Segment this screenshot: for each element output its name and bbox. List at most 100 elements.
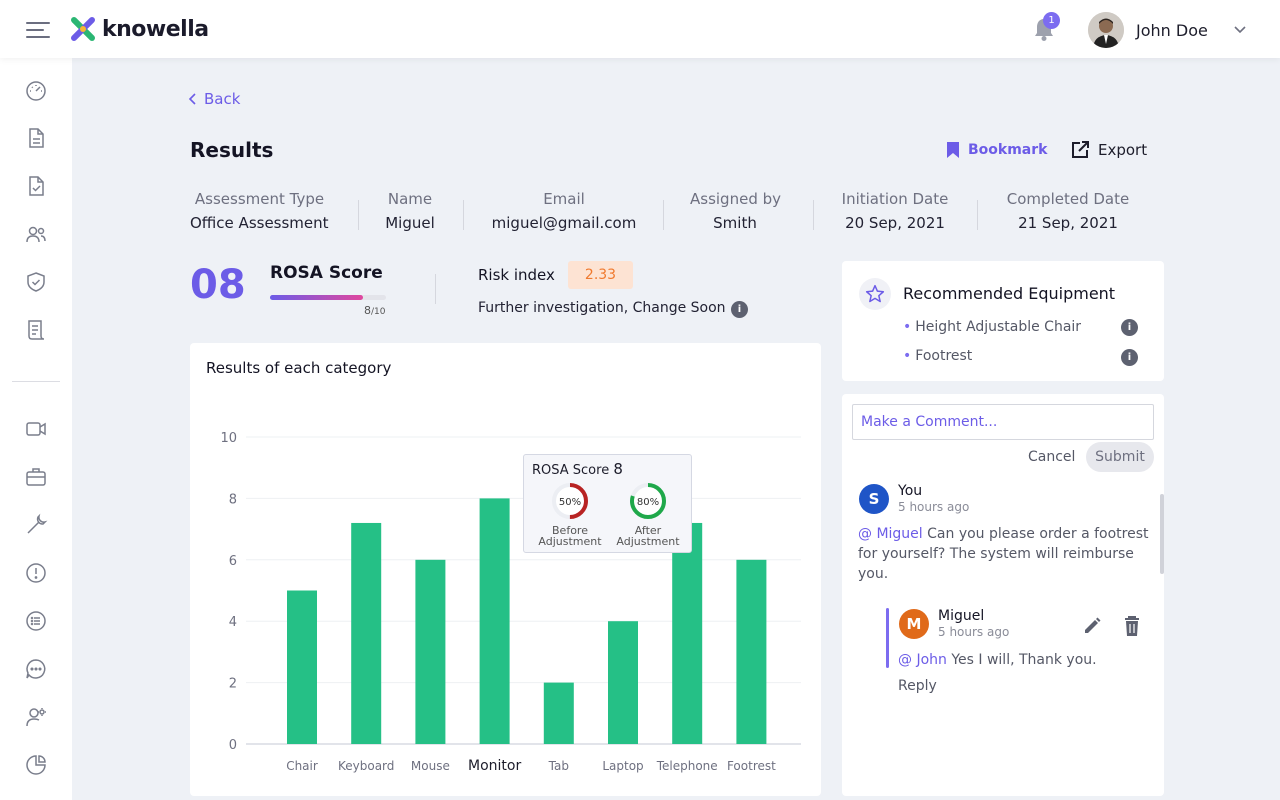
info-label: Name <box>387 190 433 208</box>
sidebar-divider <box>12 381 60 382</box>
divider <box>813 200 814 230</box>
delete-icon[interactable] <box>1122 615 1142 637</box>
after-adjustment-ring: 80% <box>630 483 666 519</box>
user-settings-icon[interactable] <box>22 703 50 731</box>
info-icon[interactable]: i <box>1121 349 1138 366</box>
report-icon[interactable] <box>22 316 50 344</box>
chat-icon[interactable] <box>22 655 50 683</box>
divider <box>358 200 359 230</box>
edit-icon[interactable] <box>1082 616 1102 636</box>
export-button[interactable]: Export <box>1070 140 1147 160</box>
risk-index-badge: 2.33 <box>568 261 633 289</box>
tooltip-title: ROSA Score 8 <box>532 460 623 478</box>
before-adjustment-ring: 50% <box>552 483 588 519</box>
mention-link[interactable]: @ Miguel <box>858 526 923 542</box>
avatar <box>1088 12 1124 48</box>
checklist-icon[interactable] <box>22 172 50 200</box>
info-label: Assigned by <box>690 190 782 208</box>
wrench-icon[interactable] <box>22 511 50 539</box>
back-label: Back <box>204 90 241 108</box>
recommended-title: Recommended Equipment <box>903 284 1116 303</box>
info-value: 20 Sep, 2021 <box>845 214 945 232</box>
alert-icon[interactable] <box>22 559 50 587</box>
user-menu[interactable]: John Doe <box>1088 12 1246 48</box>
info-icon[interactable]: i <box>1121 319 1138 336</box>
list-icon[interactable] <box>22 607 50 635</box>
rosa-score-value: 08 <box>190 262 246 308</box>
logo-icon <box>71 17 95 41</box>
comment-author: Miguel <box>938 608 985 624</box>
y-tick-label: 2 <box>229 677 237 692</box>
divider <box>435 274 436 304</box>
bar-keyboard[interactable] <box>351 522 382 744</box>
divider <box>463 200 464 230</box>
bar-footrest[interactable] <box>736 559 767 744</box>
bar-laptop[interactable] <box>608 621 638 744</box>
scrollbar[interactable] <box>1160 494 1164 574</box>
info-assessment-type: Assessment Type Office Assessment <box>190 190 329 232</box>
logo[interactable]: knowella <box>70 15 209 43</box>
info-initiation-date: Initiation Date 20 Sep, 2021 <box>840 190 950 232</box>
bar-mouse[interactable] <box>415 559 446 744</box>
recommended-equipment-card: Recommended Equipment Height Adjustable … <box>842 261 1164 381</box>
export-icon <box>1072 141 1089 158</box>
bar-chart: 0 2 4 6 8 10 Chair Keyboard Mouse Monitor Tab Lapto… <box>220 431 801 774</box>
x-tick-label: Telephone <box>656 759 718 773</box>
info-icon[interactable]: i <box>731 301 748 318</box>
x-tick-label: Keyboard <box>338 759 394 773</box>
y-tick-label: 4 <box>229 615 237 630</box>
chevron-left-icon <box>188 93 196 105</box>
briefcase-icon[interactable] <box>22 463 50 491</box>
users-icon[interactable] <box>22 220 50 248</box>
mention-link[interactable]: @ John <box>898 652 947 668</box>
info-assigned-by: Assigned by Smith <box>690 190 782 232</box>
back-link[interactable]: Back <box>188 90 240 108</box>
document-icon[interactable] <box>22 124 50 152</box>
bookmark-button[interactable]: Bookmark <box>946 141 1047 159</box>
avatar: S <box>859 484 889 514</box>
comment-time: 5 hours ago <box>938 625 1010 639</box>
page-title: Results <box>190 138 274 162</box>
comment-time: 5 hours ago <box>898 500 970 514</box>
pie-chart-icon[interactable] <box>22 751 50 779</box>
reply-indicator <box>886 608 889 668</box>
comments-card: Cancel Submit S You 5 hours ago @ Miguel… <box>842 394 1164 796</box>
info-label: Assessment Type <box>194 190 325 208</box>
sidebar <box>0 58 72 800</box>
star-icon <box>859 278 891 310</box>
y-tick-label: 6 <box>229 554 237 569</box>
dashboard-icon[interactable] <box>22 76 50 104</box>
rosa-score-label: ROSA Score <box>270 263 383 283</box>
bar-tab[interactable] <box>543 682 574 744</box>
after-label: After Adjustment <box>616 524 680 548</box>
menu-icon[interactable] <box>26 20 50 38</box>
video-icon[interactable] <box>22 415 50 443</box>
rosa-score-bar <box>270 295 386 300</box>
chart-tooltip: ROSA Score 8 50% 80% Before Adjustment Af… <box>523 454 692 553</box>
category-results-card: Results of each category 0 2 4 6 8 10 Chair Key… <box>190 343 821 796</box>
rosa-score-fraction: 8/10 <box>364 304 386 317</box>
export-label: Export <box>1098 141 1148 159</box>
info-value: 21 Sep, 2021 <box>1018 214 1118 232</box>
x-tick-label: Monitor <box>468 758 521 774</box>
risk-index-label: Risk index <box>478 266 555 284</box>
notification-bell-icon[interactable]: 1 <box>1032 12 1060 42</box>
shield-check-icon[interactable] <box>22 268 50 296</box>
bar-monitor[interactable] <box>479 498 510 744</box>
y-tick-label: 0 <box>229 738 237 753</box>
comment-input[interactable] <box>852 404 1154 440</box>
before-label: Before Adjustment <box>538 524 602 548</box>
info-value: Smith <box>713 214 757 232</box>
info-value: Office Assessment <box>190 214 329 232</box>
info-label: Email <box>543 190 585 208</box>
bar-chair[interactable] <box>287 590 317 745</box>
reply-link[interactable]: Reply <box>898 678 937 694</box>
y-tick-label: 10 <box>220 431 237 446</box>
bar-telephone[interactable] <box>672 522 703 744</box>
submit-button[interactable]: Submit <box>1086 442 1154 472</box>
notification-badge: 1 <box>1043 12 1060 29</box>
cancel-button[interactable]: Cancel <box>1028 449 1076 465</box>
comment-text: @ John Yes I will, Thank you. <box>898 652 1097 668</box>
info-label: Completed Date <box>1006 190 1130 208</box>
info-label: Initiation Date <box>841 190 949 208</box>
